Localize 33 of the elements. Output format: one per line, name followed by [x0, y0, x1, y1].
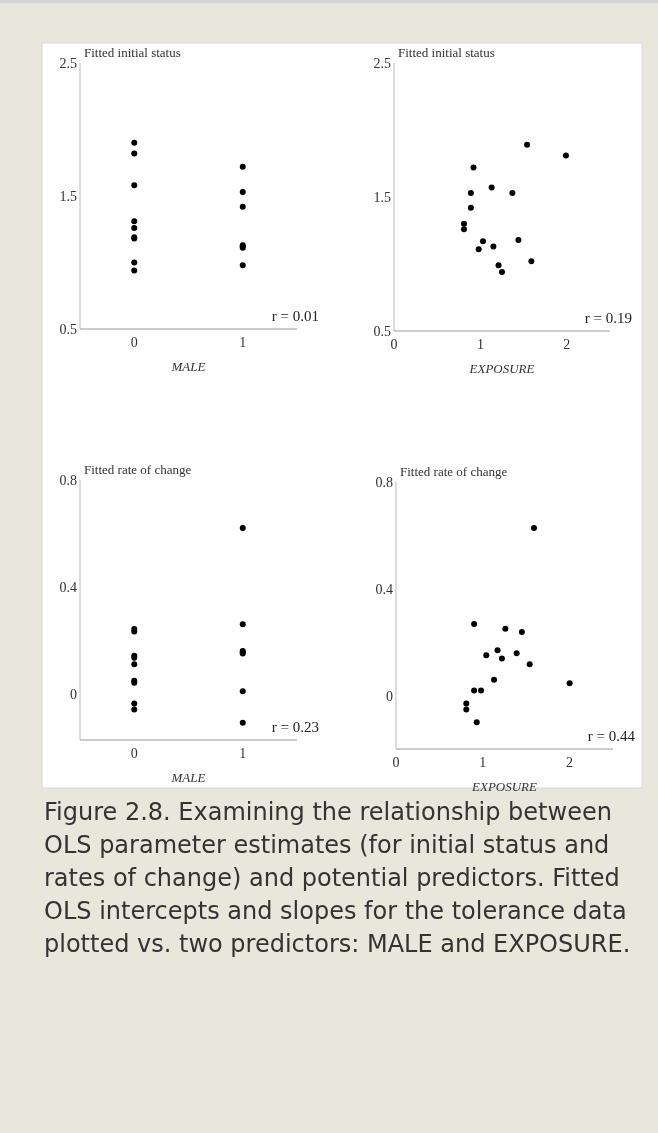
annotation: r = 0.44	[587, 728, 636, 744]
y-axis-title: Fitted initial status	[398, 45, 495, 60]
x-tick-label: 1	[239, 335, 247, 350]
caption: Figure 2.8. Examining the relationship between OLS parameter estimates (for initial status and rates of change) and potential predictors. Fitted OLS intercepts and slopes for the tolerance data plotted vs. two predictors: MALE and EXPOSURE.	[44, 797, 632, 960]
y-tick-label: 0	[386, 688, 393, 704]
y-tick-label: 1.5	[59, 188, 77, 204]
annotation: r = 0.19	[584, 310, 632, 326]
x-tick-label: 0	[130, 335, 138, 350]
x-tick-label: 2	[563, 337, 571, 352]
y-tick-label: 2.5	[373, 55, 391, 71]
y-axis-title: Fitted initial status	[84, 45, 181, 60]
y-tick-label: 2.5	[59, 55, 77, 71]
x-tick-label: 1	[479, 755, 487, 770]
x-axis-title: EXPOSURE	[468, 361, 535, 376]
annotation: r = 0.23	[271, 719, 319, 735]
x-tick-label: 1	[476, 337, 484, 352]
x-tick-label: 2	[566, 755, 574, 770]
y-tick-label: 1.5	[373, 189, 391, 205]
x-axis-title: MALE	[170, 359, 206, 374]
y-tick-label: 0.4	[59, 580, 77, 596]
x-axis-title: MALE	[170, 770, 206, 785]
x-axis-title: EXPOSURE	[471, 779, 538, 794]
y-axis-title: Fitted rate of change	[84, 462, 192, 477]
annotation: r = 0.01	[271, 308, 319, 324]
y-tick-label: 0.8	[375, 474, 393, 490]
y-tick-label: 0.5	[59, 321, 77, 337]
y-tick-label: 0.5	[373, 323, 391, 339]
y-tick-label: 0	[70, 687, 77, 703]
x-tick-label: 1	[239, 746, 247, 761]
y-tick-label: 0.4	[375, 581, 393, 597]
y-tick-label: 0.8	[59, 472, 77, 488]
x-tick-label: 0	[130, 746, 138, 761]
y-axis-title: Fitted rate of change	[400, 464, 508, 479]
